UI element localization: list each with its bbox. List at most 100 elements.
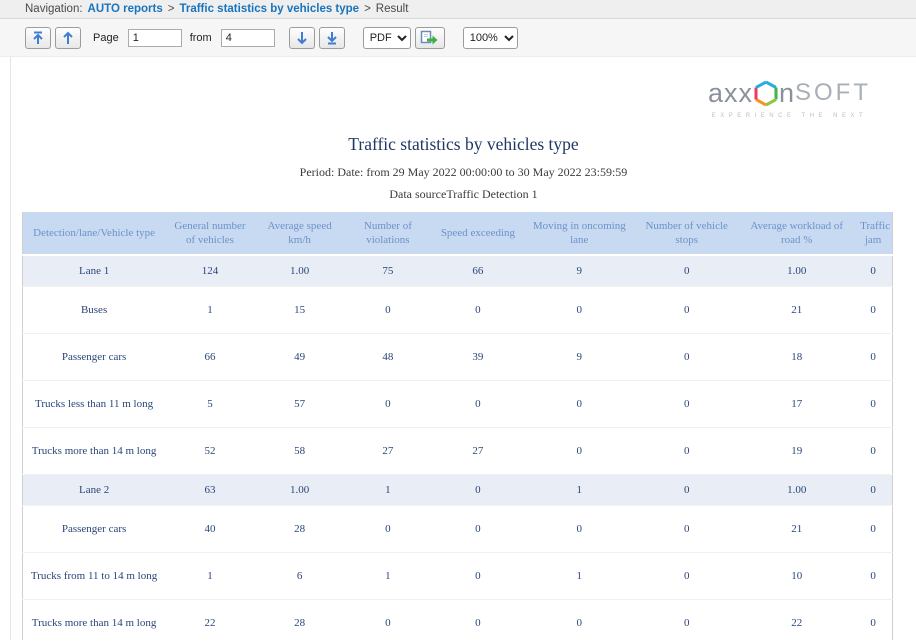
table-row: Buses1150000210 xyxy=(23,286,893,333)
table-row: Trucks more than 14 m long5258272700190 xyxy=(23,427,893,474)
cell: 0 xyxy=(634,380,739,427)
cell: 0 xyxy=(634,552,739,599)
cell: 40 xyxy=(165,505,255,552)
total-pages-field[interactable] xyxy=(221,29,275,47)
logo-text-axx: axx xyxy=(708,79,753,107)
cell: 28 xyxy=(255,505,345,552)
row-label: Trucks less than 11 m long xyxy=(23,380,166,427)
cell: 10 xyxy=(739,552,854,599)
cell: 0 xyxy=(854,255,892,286)
cell: 0 xyxy=(854,286,892,333)
previous-page-button[interactable] xyxy=(55,27,81,49)
cell: 0 xyxy=(524,427,634,474)
page-label: Page xyxy=(93,32,119,44)
breadcrumb-separator: > xyxy=(359,3,376,15)
arrow-up-icon xyxy=(62,31,74,45)
row-label: Trucks more than 14 m long xyxy=(23,427,166,474)
logo-text-n: n xyxy=(779,79,795,107)
from-label: from xyxy=(190,32,212,44)
cell: 0 xyxy=(431,552,524,599)
cell: 0 xyxy=(344,505,431,552)
row-label: Trucks more than 14 m long xyxy=(23,599,166,640)
arrow-down-bar-icon xyxy=(326,31,338,45)
report-toolbar: Page from PDF 100% xyxy=(0,19,916,57)
cell: 1 xyxy=(344,552,431,599)
column-header: Number of vehicle stops xyxy=(634,212,739,255)
breadcrumb-label: Navigation: xyxy=(25,3,88,15)
cell: 48 xyxy=(344,333,431,380)
cell: 18 xyxy=(739,333,854,380)
cell: 57 xyxy=(255,380,345,427)
cell: 0 xyxy=(854,552,892,599)
cell: 22 xyxy=(739,599,854,640)
column-header: Speed exceeding xyxy=(431,212,524,255)
cell: 0 xyxy=(344,380,431,427)
table-row: Trucks less than 11 m long5570000170 xyxy=(23,380,893,427)
last-page-button[interactable] xyxy=(319,27,345,49)
cell: 0 xyxy=(634,427,739,474)
cell: 75 xyxy=(344,255,431,286)
cell: 0 xyxy=(524,599,634,640)
cell: 0 xyxy=(524,286,634,333)
row-label: Buses xyxy=(23,286,166,333)
row-label: Lane 2 xyxy=(23,474,166,505)
cell: 39 xyxy=(431,333,524,380)
cell: 63 xyxy=(165,474,255,505)
cell: 49 xyxy=(255,333,345,380)
next-page-button[interactable] xyxy=(289,27,315,49)
table-row: Lane 2631.0010101.000 xyxy=(23,474,893,505)
cell: 1 xyxy=(344,474,431,505)
breadcrumb-auto-reports[interactable]: AUTO reports xyxy=(88,3,163,15)
cell: 5 xyxy=(165,380,255,427)
column-header: General number of vehicles xyxy=(165,212,255,255)
report-viewer-window: Navigation: AUTO reports > Traffic stati… xyxy=(0,0,916,640)
export-format-select[interactable]: PDF xyxy=(363,27,411,49)
cell: 17 xyxy=(739,380,854,427)
logo-text-soft: SOFT xyxy=(795,79,871,107)
cell: 0 xyxy=(634,505,739,552)
breadcrumb-separator: > xyxy=(163,3,180,15)
cell: 21 xyxy=(739,286,854,333)
cell: 0 xyxy=(854,505,892,552)
breadcrumb-report-type[interactable]: Traffic statistics by vehicles type xyxy=(179,3,359,15)
table-body: Lane 11241.007566901.000Buses1150000210P… xyxy=(23,255,893,640)
cell: 0 xyxy=(431,380,524,427)
cell: 0 xyxy=(431,505,524,552)
hexagon-logo-icon xyxy=(754,80,778,107)
logo-tagline: EXPERIENCE THE NEXT xyxy=(708,113,871,119)
cell: 9 xyxy=(524,255,634,286)
cell: 22 xyxy=(165,599,255,640)
statistics-table: Detection/lane/Vehicle typeGeneral numbe… xyxy=(22,212,893,640)
cell: 0 xyxy=(854,427,892,474)
page-number-input[interactable] xyxy=(128,29,182,47)
cell: 52 xyxy=(165,427,255,474)
cell: 1 xyxy=(165,286,255,333)
report-data-source: Data sourceTraffic Detection 1 xyxy=(11,187,916,201)
cell: 1.00 xyxy=(255,474,345,505)
cell: 0 xyxy=(634,333,739,380)
table-row: Passenger cars6649483990180 xyxy=(23,333,893,380)
cell: 1 xyxy=(165,552,255,599)
export-button[interactable] xyxy=(415,27,445,49)
cell: 0 xyxy=(431,599,524,640)
cell: 0 xyxy=(524,505,634,552)
cell: 0 xyxy=(854,474,892,505)
cell: 0 xyxy=(431,474,524,505)
first-page-button[interactable] xyxy=(25,27,51,49)
table-header-row: Detection/lane/Vehicle typeGeneral numbe… xyxy=(23,212,893,255)
cell: 0 xyxy=(854,333,892,380)
breadcrumb: Navigation: AUTO reports > Traffic stati… xyxy=(0,0,916,19)
export-report-icon xyxy=(420,30,439,45)
cell: 124 xyxy=(165,255,255,286)
cell: 0 xyxy=(854,599,892,640)
cell: 9 xyxy=(524,333,634,380)
report-page: axx n SOFT EXPERIENCE THE NEXT Traffic s… xyxy=(10,57,916,640)
cell: 1.00 xyxy=(255,255,345,286)
report-title: Traffic statistics by vehicles type xyxy=(11,133,916,155)
column-header: Number of violations xyxy=(344,212,431,255)
cell: 0 xyxy=(634,599,739,640)
cell: 6 xyxy=(255,552,345,599)
axxonsoft-logo: axx n SOFT EXPERIENCE THE NEXT xyxy=(708,79,871,119)
column-header: Traffic jam xyxy=(854,212,892,255)
zoom-select[interactable]: 100% xyxy=(463,27,518,49)
